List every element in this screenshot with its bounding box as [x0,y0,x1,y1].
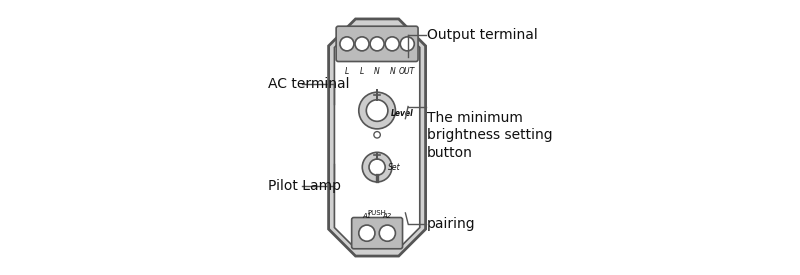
Circle shape [379,225,395,241]
Text: PUSH: PUSH [368,210,386,216]
FancyBboxPatch shape [352,218,402,249]
Circle shape [374,131,380,138]
Text: Pilot Lamp: Pilot Lamp [268,179,341,193]
Text: N: N [390,67,395,76]
Text: The minimum
brightness setting
button: The minimum brightness setting button [427,111,553,160]
Circle shape [370,37,384,51]
Circle shape [400,37,414,51]
Text: OUT: OUT [399,67,415,76]
Polygon shape [334,27,420,248]
Text: L: L [360,67,364,76]
Circle shape [340,37,354,51]
Text: Level: Level [390,109,414,118]
Circle shape [366,100,388,121]
Text: Set: Set [388,163,401,172]
FancyBboxPatch shape [336,26,418,62]
Text: Output terminal: Output terminal [427,28,538,42]
Text: A2: A2 [382,213,392,219]
Circle shape [355,37,369,51]
Circle shape [358,92,395,129]
Text: pairing: pairing [427,217,475,231]
Text: N: N [374,67,380,76]
Text: AC terminal: AC terminal [268,77,350,90]
Polygon shape [329,19,426,256]
Circle shape [358,225,375,241]
Text: A1: A1 [362,213,371,219]
Circle shape [362,152,392,182]
Text: L: L [345,67,349,76]
Circle shape [385,37,399,51]
Circle shape [369,159,385,175]
